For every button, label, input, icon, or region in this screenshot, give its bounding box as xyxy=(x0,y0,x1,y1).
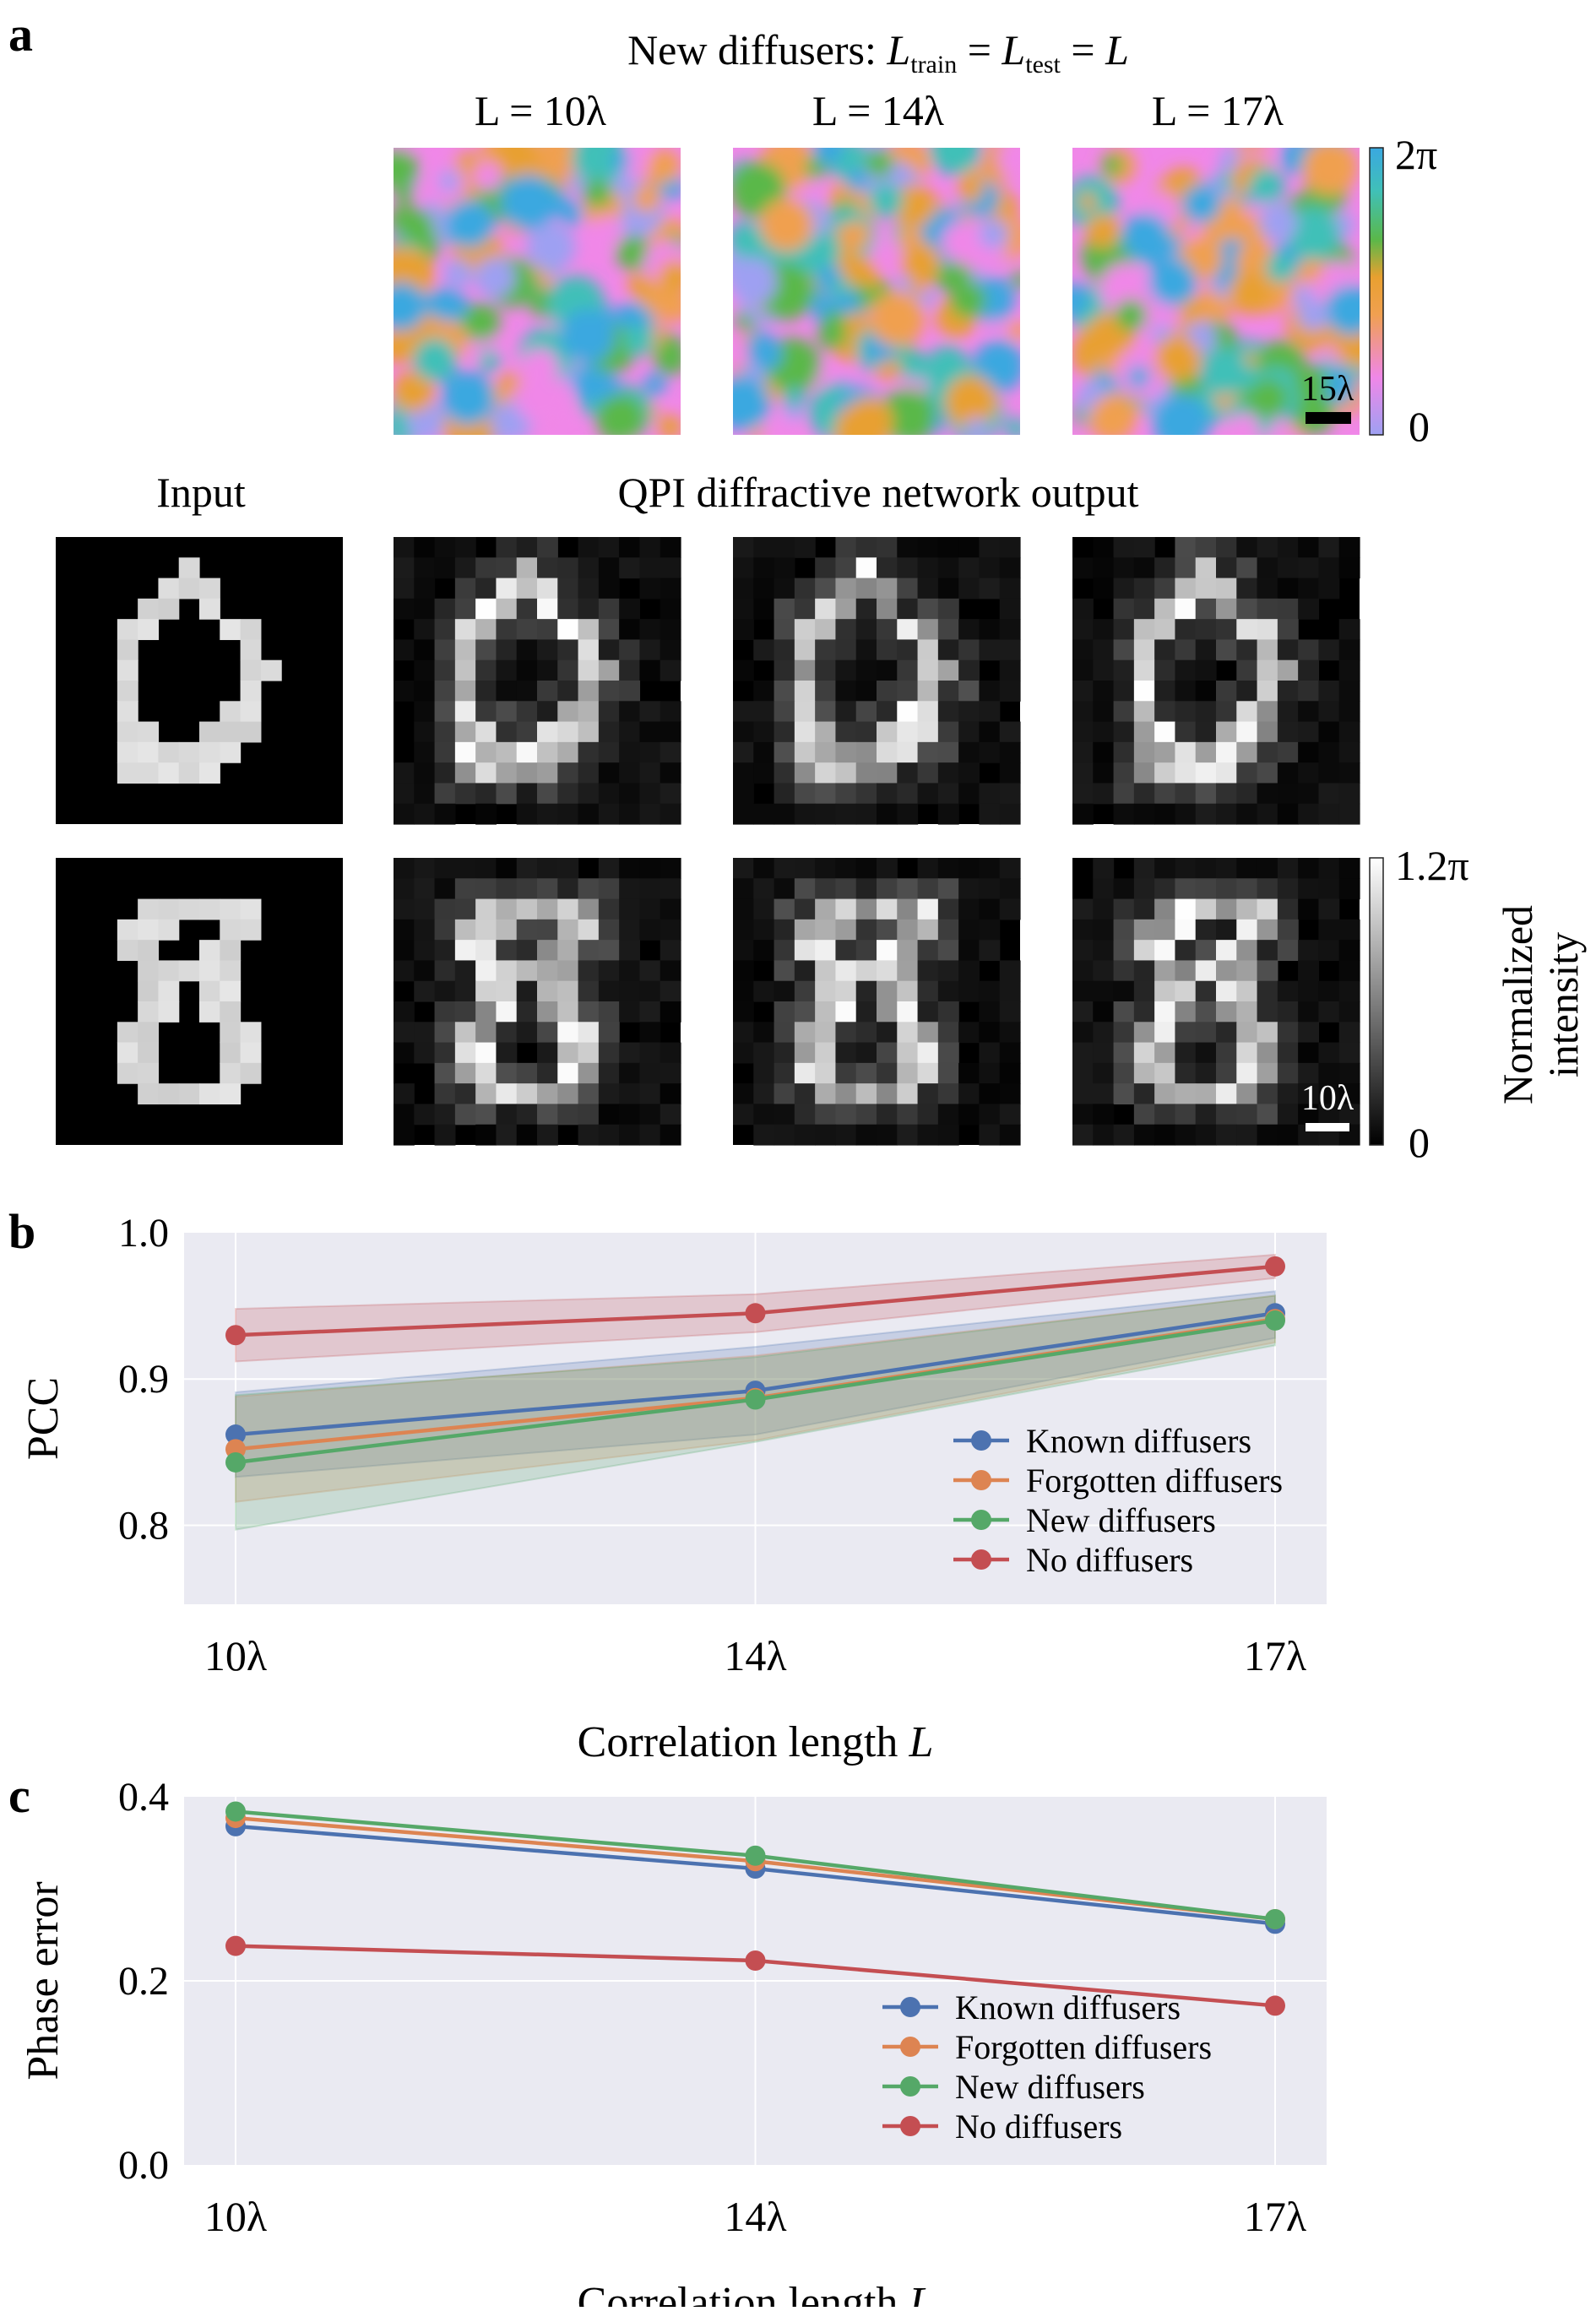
pcc-legend-marker-1 xyxy=(971,1470,991,1490)
pcc-xtick-label-1: 14λ xyxy=(724,1632,786,1679)
diffuser-label-1: L = 10λ xyxy=(475,87,606,134)
phase-error-ytick-label-2: 0.4 xyxy=(118,1775,169,1820)
pcc-point-3-2 xyxy=(1265,1256,1285,1277)
pcc-legend-label-1: Forgotten diffusers xyxy=(1026,1462,1283,1500)
diffuser-phase-map-2 xyxy=(733,148,1020,435)
phase-colorbar-max: 2π xyxy=(1395,131,1437,178)
pcc-xtick-label-0: 10λ xyxy=(204,1632,267,1679)
phase-error-point-2-0 xyxy=(225,1801,246,1822)
output-image-1-eight xyxy=(394,858,681,1146)
output-column-label: QPI diffractive network output xyxy=(618,469,1139,516)
output-image-2-eight xyxy=(733,858,1021,1146)
pcc-legend-label-2: New diffusers xyxy=(1026,1501,1216,1539)
output-scalebar-label: 10λ xyxy=(1301,1079,1354,1118)
pcc-point-2-0 xyxy=(225,1451,246,1473)
intensity-colorbar-min: 0 xyxy=(1409,1119,1430,1166)
pcc-legend-label-3: No diffusers xyxy=(1026,1541,1193,1579)
input-column-label: Input xyxy=(156,469,246,516)
chart-pcc: 0.8 0.9 1.0 10λ 14λ 17λ Correlation length L PC… xyxy=(19,1211,1327,1766)
pcc-point-3-1 xyxy=(745,1303,766,1324)
diffuser-scalebar-label: 15λ xyxy=(1301,370,1354,409)
output-image-3-eight xyxy=(1072,858,1360,1146)
phase-error-legend-label-1: Forgotten diffusers xyxy=(955,2028,1212,2066)
input-image-zero xyxy=(56,537,343,824)
intensity-colorbar-title-1: Normalized xyxy=(1494,905,1541,1104)
phase-error-point-2-1 xyxy=(745,1845,766,1866)
panel-a-header: New diffusers: Ltrain = Ltest = L xyxy=(627,26,1129,79)
output-image-1-zero xyxy=(394,537,681,825)
phase-colorbar-min: 0 xyxy=(1409,403,1430,450)
phase-error-legend-marker-2 xyxy=(900,2076,920,2097)
pcc-xtick-label-2: 17λ xyxy=(1244,1632,1306,1679)
phase-error-point-3-0 xyxy=(225,1935,246,1956)
phase-error-legend-marker-1 xyxy=(900,2037,920,2057)
pcc-band-2 xyxy=(235,1294,1276,1531)
phase-error-legend-label-2: New diffusers xyxy=(955,2068,1145,2106)
phase-error-point-3-1 xyxy=(745,1950,766,1972)
intensity-colorbar-max: 1.2π xyxy=(1395,842,1469,889)
diffuser-scalebar xyxy=(1306,412,1351,424)
output-image-3-zero xyxy=(1072,537,1360,825)
pcc-point-2-2 xyxy=(1265,1310,1285,1331)
chart-phase-error: 0.0 0.2 0.4 10λ 14λ 17λ Correlation length L Ph… xyxy=(19,1775,1327,2311)
phase-error-legend-label-3: No diffusers xyxy=(955,2108,1122,2146)
intensity-colorbar-title-2: intensity xyxy=(1539,932,1587,1077)
pcc-legend-marker-0 xyxy=(971,1430,991,1451)
pcc-legend-label-0: Known diffusers xyxy=(1026,1422,1251,1460)
diffuser-phase-map-3 xyxy=(1072,148,1360,435)
panel-a-letter: a xyxy=(8,7,33,62)
pcc-ytick-label-2: 1.0 xyxy=(118,1211,169,1256)
phase-error-xtick-label-1: 14λ xyxy=(724,2193,786,2240)
phase-colorbar xyxy=(1369,147,1384,436)
panel-b-letter: b xyxy=(8,1204,35,1259)
output-image-2-zero xyxy=(733,537,1021,825)
diffuser-label-3: L = 17λ xyxy=(1152,87,1284,134)
pcc-point-3-0 xyxy=(225,1325,246,1346)
panel-c-letter: c xyxy=(8,1768,30,1823)
pcc-ytick-label-0: 0.8 xyxy=(118,1503,169,1548)
phase-error-ytick-label-1: 0.2 xyxy=(118,1959,169,2004)
intensity-colorbar xyxy=(1369,857,1384,1146)
phase-error-xtick-label-0: 10λ xyxy=(204,2193,267,2240)
pcc-point-2-1 xyxy=(745,1389,766,1410)
phase-error-ytick-label-0: 0.0 xyxy=(118,2143,169,2188)
phase-error-ylabel: Phase error xyxy=(19,1881,68,2080)
diffuser-label-2: L = 14λ xyxy=(812,87,944,134)
phase-error-xtick-label-2: 17λ xyxy=(1244,2193,1306,2240)
phase-error-point-3-2 xyxy=(1265,1995,1285,2016)
pcc-legend-marker-3 xyxy=(971,1549,991,1570)
phase-error-legend-marker-3 xyxy=(900,2116,920,2136)
pcc-xlabel: Correlation length L xyxy=(578,1718,934,1766)
phase-error-legend-marker-0 xyxy=(900,1997,920,2017)
pcc-point-0-0 xyxy=(225,1424,246,1446)
pcc-ytick-label-1: 0.9 xyxy=(118,1357,169,1402)
phase-error-point-2-2 xyxy=(1265,1908,1285,1929)
pcc-ylabel: PCC xyxy=(19,1377,68,1460)
phase-error-xlabel: Correlation length L xyxy=(578,2279,934,2307)
input-image-eight xyxy=(56,858,343,1145)
output-scalebar xyxy=(1306,1123,1349,1131)
phase-error-legend-label-0: Known diffusers xyxy=(955,1988,1181,2026)
diffuser-phase-map-1 xyxy=(394,148,681,435)
pcc-legend-marker-2 xyxy=(971,1510,991,1530)
